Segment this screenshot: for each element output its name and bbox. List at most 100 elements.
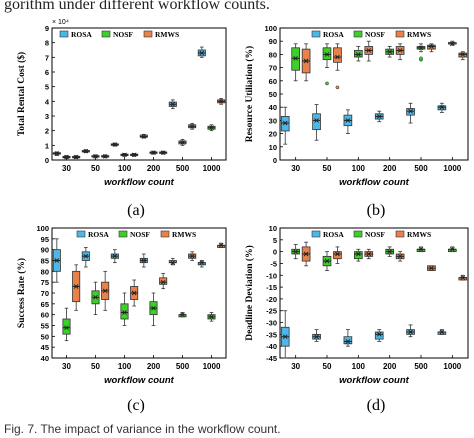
- y-tick-label: 7: [45, 53, 49, 62]
- mean-marker: [160, 150, 166, 155]
- mean-marker: [170, 101, 176, 107]
- box-rosa-30: [280, 106, 290, 145]
- chart-panel-1: 0 1 2 3 4 5 6 7 8 9× 10⁴ 30 50 100 200 500 1000 workflow…: [16, 19, 227, 219]
- legend-label: ROSA: [323, 30, 344, 39]
- legend-item-nosf: NOSF: [353, 230, 385, 239]
- box-rosa-50: [81, 148, 90, 154]
- mean-marker: [397, 48, 403, 53]
- legend-swatch: [118, 230, 128, 238]
- box-body: [333, 251, 342, 260]
- box-rmws-200: [395, 43, 405, 61]
- legend-item-rosa: ROSA: [311, 30, 344, 39]
- box-nosf-30: [291, 244, 300, 260]
- y-tick-label: -5: [270, 259, 277, 268]
- mean-marker: [376, 114, 382, 119]
- legend-label: RMWS: [407, 30, 431, 39]
- box-nosf-1000: [448, 40, 457, 47]
- box-rmws-50: [101, 270, 110, 311]
- box-body: [120, 303, 129, 320]
- box-rmws-100: [130, 152, 139, 158]
- plot-frame: [51, 227, 227, 359]
- y-tick-label: 100: [36, 224, 49, 233]
- box-rmws-50: [333, 43, 342, 90]
- y-tick-label: 60: [269, 77, 277, 86]
- mean-marker: [303, 58, 309, 64]
- mean-marker: [122, 152, 127, 158]
- box-body: [280, 116, 290, 132]
- y-tick-label: 100: [264, 24, 277, 33]
- y-tick-label: -35: [266, 330, 277, 339]
- box-body: [427, 44, 436, 50]
- box-nosf-1000: [207, 124, 216, 132]
- box-rmws-100: [130, 279, 139, 307]
- x-tick-label: 50: [323, 164, 332, 173]
- legend-label: RMWS: [155, 30, 179, 39]
- mean-marker: [180, 140, 185, 145]
- x-tick-label: 100: [118, 164, 132, 173]
- mean-marker: [429, 44, 434, 49]
- box-nosf-50: [322, 43, 332, 86]
- mean-marker: [439, 329, 445, 335]
- box-rosa-30: [280, 310, 290, 359]
- y-axis-title: Success Rate (%): [16, 258, 27, 328]
- y-tick-label: 3: [45, 112, 49, 121]
- mean-marker: [303, 251, 309, 257]
- box-body: [374, 331, 384, 340]
- mean-marker: [160, 279, 166, 285]
- y-tick-label: 10: [269, 143, 277, 152]
- box-nosf-500: [416, 246, 426, 253]
- mean-marker: [293, 249, 298, 254]
- box-rosa-30: [52, 238, 61, 283]
- mean-marker: [102, 154, 108, 159]
- mean-marker: [54, 151, 60, 156]
- mean-marker: [282, 120, 288, 126]
- legend-swatch: [76, 230, 86, 238]
- x-tick-label: 1000: [443, 164, 461, 173]
- mean-marker: [450, 41, 455, 47]
- box-nosf-30: [291, 43, 300, 82]
- box-rmws-50: [101, 154, 110, 159]
- box-nosf-100: [120, 152, 129, 158]
- box-rmws-1000: [458, 51, 468, 61]
- mean-marker: [460, 52, 466, 57]
- box-rosa-50: [312, 329, 321, 342]
- legend-item-nosf: NOSF: [118, 230, 150, 239]
- chart-panel-4: -45 -40 -35 -30 -25 -20 -15 -10 -5 0 5 10 30 50 100 200…: [244, 224, 469, 414]
- legend-swatch: [311, 230, 321, 238]
- mean-marker: [335, 54, 340, 60]
- x-tick-label: 30: [291, 362, 300, 371]
- box-rmws-30: [72, 154, 81, 160]
- legend-swatch: [311, 30, 321, 38]
- mean-marker: [408, 108, 413, 114]
- mean-marker: [112, 253, 118, 259]
- x-tick-label: 50: [91, 164, 100, 173]
- mean-marker: [131, 290, 137, 296]
- mean-marker: [408, 329, 413, 335]
- legend-label: RMWS: [407, 230, 431, 239]
- y-tick-label: 85: [41, 257, 49, 266]
- mean-marker: [131, 152, 137, 158]
- box-rmws-50: [333, 246, 342, 264]
- legend-label: ROSA: [323, 230, 344, 239]
- box-nosf-100: [120, 292, 129, 326]
- legend-label: ROSA: [71, 30, 92, 39]
- x-tick-label: 200: [147, 164, 161, 173]
- y-axis-title: Resource Utiliation (%): [244, 46, 255, 142]
- y-tick-label: 50: [41, 332, 49, 341]
- x-tick-label: 30: [291, 164, 300, 173]
- legend-swatch: [160, 230, 170, 238]
- header-fragment: gorithm under different workflow counts.: [4, 0, 270, 13]
- mean-marker: [418, 45, 424, 51]
- box-rosa-200: [374, 110, 384, 123]
- box-rosa-500: [406, 102, 415, 124]
- mean-marker: [141, 258, 147, 263]
- mean-marker: [366, 251, 372, 257]
- x-tick-label: 30: [62, 164, 71, 173]
- mean-marker: [314, 118, 319, 123]
- legend-swatch: [353, 230, 363, 238]
- y-tick-label: 1: [45, 141, 49, 150]
- y-tick-label: 4: [45, 97, 50, 106]
- y-tick-label: 10: [269, 224, 277, 233]
- box-nosf-200: [149, 150, 158, 155]
